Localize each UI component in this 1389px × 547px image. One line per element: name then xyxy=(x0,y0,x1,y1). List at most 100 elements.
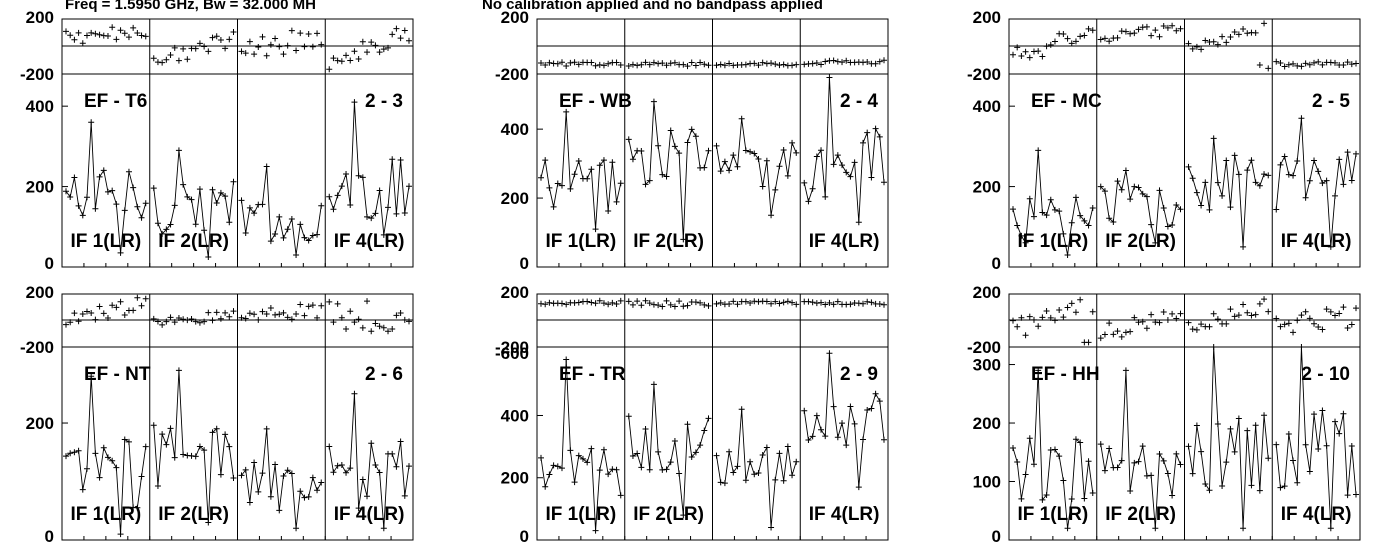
amplitude-tick-label: 400 xyxy=(973,97,1001,116)
phase-point xyxy=(822,301,829,308)
phase-point xyxy=(297,301,304,308)
amplitude-point xyxy=(1122,167,1129,174)
phase-point xyxy=(79,310,86,317)
amplitude-point xyxy=(1148,221,1155,228)
amplitude-point xyxy=(272,461,279,468)
amplitude-point xyxy=(1223,459,1230,466)
if-label: IF 4(LR) xyxy=(1281,504,1352,525)
phase-point xyxy=(330,319,337,326)
amplitude-point xyxy=(717,168,724,175)
phase-point xyxy=(563,301,570,308)
phase-point xyxy=(134,30,141,37)
phase-point xyxy=(705,302,712,309)
amplitude-point xyxy=(571,479,578,486)
amplitude-point xyxy=(288,470,295,477)
phase-point xyxy=(280,309,287,316)
amplitude-point xyxy=(563,356,570,363)
amplitude-point xyxy=(1294,158,1301,165)
amplitude-point xyxy=(1340,410,1347,417)
amplitude-point xyxy=(1206,206,1213,213)
phase-point xyxy=(1097,36,1104,43)
phase-point xyxy=(688,59,695,66)
phase-point xyxy=(1014,323,1021,330)
amplitude-point xyxy=(83,465,90,472)
amplitude-point xyxy=(588,166,595,173)
if-label: IF 1(LR) xyxy=(1018,504,1089,525)
amplitude-point xyxy=(860,436,867,443)
phase-point xyxy=(246,38,253,45)
amplitude-point xyxy=(638,464,645,471)
phase-point xyxy=(150,55,157,62)
phase-point xyxy=(1319,61,1326,68)
amplitude-point xyxy=(280,234,287,241)
amplitude-trace xyxy=(153,150,234,258)
phase-point xyxy=(1219,33,1226,40)
amplitude-point xyxy=(1135,184,1142,191)
amplitude-point xyxy=(330,206,337,213)
phase-point xyxy=(180,316,187,323)
amplitude-point xyxy=(167,425,174,432)
amplitude-point xyxy=(734,163,741,170)
phase-point xyxy=(1290,329,1297,336)
amplitude-point xyxy=(592,527,599,534)
phase-point xyxy=(1235,31,1242,38)
amplitude-point xyxy=(801,407,808,414)
amplitude-point xyxy=(372,210,379,217)
phase-point xyxy=(571,59,578,66)
phase-point xyxy=(192,45,199,52)
phase-point xyxy=(1035,323,1042,330)
phase-point xyxy=(638,302,645,309)
phase-point xyxy=(1122,28,1129,35)
phase-point xyxy=(1085,339,1092,346)
phase-point xyxy=(246,310,253,317)
amplitude-point xyxy=(755,470,762,477)
phase-point xyxy=(1311,59,1318,66)
phase-point xyxy=(1022,332,1029,339)
phase-point xyxy=(1227,306,1234,313)
phase-point xyxy=(588,299,595,306)
phase-point xyxy=(288,27,295,34)
amplitude-point xyxy=(805,198,812,205)
amplitude-point xyxy=(1248,157,1255,164)
phase-point xyxy=(142,295,149,302)
amplitude-point xyxy=(154,483,161,490)
amplitude-point xyxy=(1081,217,1088,224)
phase-point xyxy=(226,36,233,43)
amplitude-point xyxy=(646,466,653,473)
phase-point xyxy=(1064,35,1071,42)
amplitude-point xyxy=(338,462,345,469)
amplitude-point xyxy=(121,207,128,214)
amplitude-point xyxy=(246,499,253,506)
phase-point xyxy=(1043,43,1050,50)
amplitude-point xyxy=(613,198,620,205)
amplitude-point xyxy=(809,185,816,192)
phase-point xyxy=(75,29,82,36)
amplitude-point xyxy=(1139,190,1146,197)
amplitude-point xyxy=(347,465,354,472)
phase-point xyxy=(763,60,770,67)
amplitude-point xyxy=(1177,461,1184,468)
amplitude-point xyxy=(784,443,791,450)
amplitude-point xyxy=(372,461,379,468)
phase-point xyxy=(1235,312,1242,319)
amplitude-point xyxy=(1193,422,1200,429)
phase-point xyxy=(1223,320,1230,327)
amplitude-point xyxy=(554,180,561,187)
amplitude-point xyxy=(684,139,691,146)
amplitude-point xyxy=(1223,157,1230,164)
phase-point xyxy=(1118,333,1125,340)
amplitude-trace xyxy=(328,393,410,529)
amplitude-point xyxy=(822,193,829,200)
phase-point xyxy=(1072,38,1079,45)
phase-point xyxy=(263,311,270,318)
amplitude-point xyxy=(1089,205,1096,212)
amplitude-point xyxy=(688,454,695,461)
phase-point xyxy=(343,325,350,332)
phase-point xyxy=(1198,321,1205,328)
phase-tick-label: -200 xyxy=(495,338,529,357)
amplitude-point xyxy=(385,204,392,211)
phase-point xyxy=(355,56,362,63)
amplitude-point xyxy=(558,182,565,189)
amplitude-point xyxy=(1169,221,1176,228)
